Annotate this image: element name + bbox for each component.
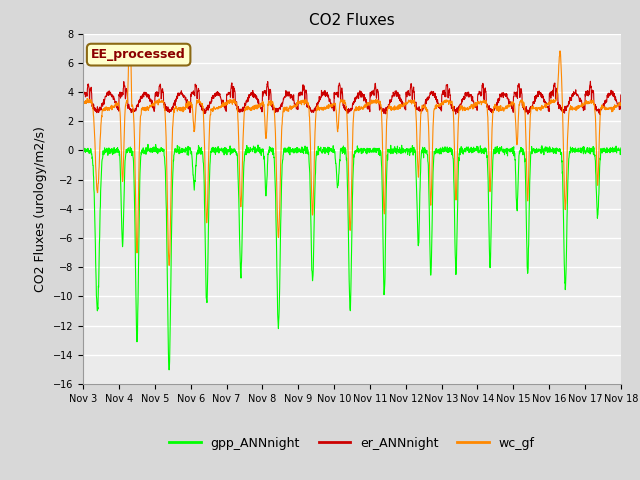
gpp_ANNnight bbox=[509, 145, 516, 151]
er_ANNnight bbox=[508, 106, 516, 111]
Y-axis label: CO2 Fluxes (urology/m2/s): CO2 Fluxes (urology/m2/s) bbox=[35, 126, 47, 292]
gpp_ANNnight bbox=[617, 145, 625, 151]
Line: gpp_ANNnight: gpp_ANNnight bbox=[83, 144, 621, 370]
gpp_ANNnight bbox=[79, 148, 87, 154]
er_ANNnight bbox=[587, 78, 595, 84]
wc_gf bbox=[380, 194, 387, 200]
gpp_ANNnight bbox=[585, 149, 593, 155]
er_ANNnight bbox=[379, 108, 387, 114]
wc_gf bbox=[509, 103, 516, 109]
er_ANNnight bbox=[570, 92, 577, 98]
Legend: gpp_ANNnight, er_ANNnight, wc_gf: gpp_ANNnight, er_ANNnight, wc_gf bbox=[164, 432, 540, 455]
Text: EE_processed: EE_processed bbox=[92, 48, 186, 61]
gpp_ANNnight bbox=[165, 367, 173, 373]
er_ANNnight bbox=[367, 93, 375, 98]
Line: wc_gf: wc_gf bbox=[83, 48, 621, 265]
wc_gf bbox=[585, 99, 593, 105]
gpp_ANNnight bbox=[570, 146, 577, 152]
wc_gf bbox=[230, 97, 237, 103]
wc_gf bbox=[617, 101, 625, 107]
er_ANNnight bbox=[617, 92, 625, 98]
er_ANNnight bbox=[229, 96, 237, 101]
gpp_ANNnight bbox=[144, 142, 152, 147]
Title: CO2 Fluxes: CO2 Fluxes bbox=[309, 13, 395, 28]
gpp_ANNnight bbox=[380, 270, 387, 276]
gpp_ANNnight bbox=[368, 149, 376, 155]
Line: er_ANNnight: er_ANNnight bbox=[83, 81, 621, 115]
gpp_ANNnight bbox=[230, 147, 237, 153]
wc_gf bbox=[570, 106, 577, 112]
wc_gf bbox=[368, 100, 376, 106]
er_ANNnight bbox=[596, 112, 604, 118]
er_ANNnight bbox=[584, 93, 592, 99]
wc_gf bbox=[165, 263, 173, 268]
wc_gf bbox=[125, 45, 133, 51]
er_ANNnight bbox=[79, 92, 87, 98]
wc_gf bbox=[79, 102, 87, 108]
